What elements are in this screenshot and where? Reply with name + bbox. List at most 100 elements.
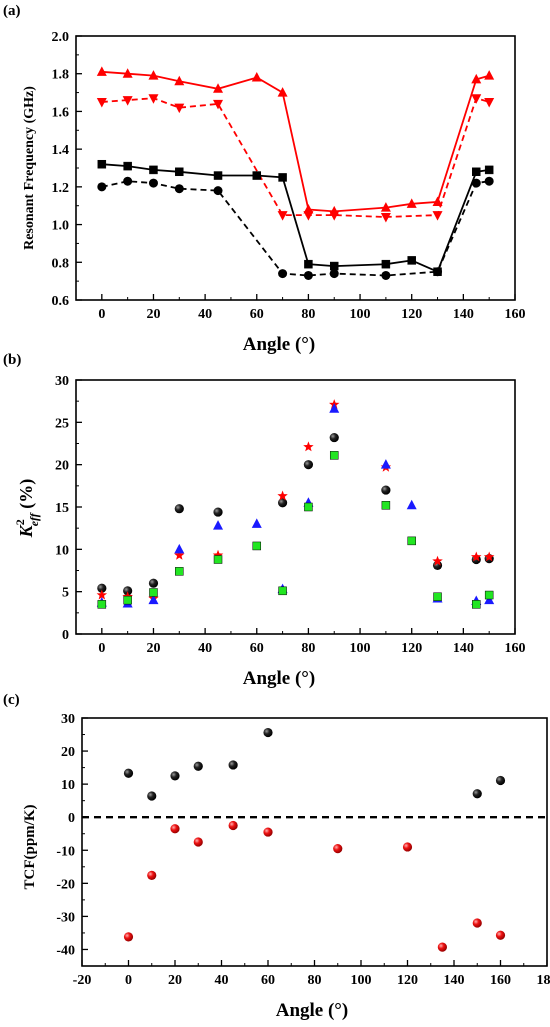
data-point <box>96 98 107 108</box>
x-tick-label: 120 <box>401 641 422 656</box>
data-point <box>278 269 288 279</box>
x-tick-label: 0 <box>98 307 105 322</box>
x-tick-label: -20 <box>73 973 92 988</box>
data-point <box>381 270 391 280</box>
data-point <box>174 549 185 560</box>
data-point <box>484 590 494 600</box>
data-point <box>329 451 339 460</box>
panel-b-xlabel: Angle (°) <box>243 668 316 689</box>
data-point <box>97 159 107 169</box>
data-point <box>123 595 132 605</box>
data-point <box>123 161 132 171</box>
x-tick-label: 120 <box>397 973 418 988</box>
data-point <box>472 167 481 177</box>
series-line <box>101 70 490 213</box>
panel-b-ylabel-rest: (%) <box>16 479 37 514</box>
y-tick-label: 0.6 <box>52 294 70 309</box>
data-point <box>432 211 443 221</box>
data-point <box>278 586 287 596</box>
plot-frame <box>75 379 516 635</box>
data-point <box>174 75 185 86</box>
data-point <box>277 498 288 508</box>
data-point <box>437 942 447 952</box>
data-point <box>303 203 314 214</box>
y-tick-label: 1.6 <box>52 105 70 120</box>
panel-a: (a) 0 20 40 60 80 100 120 140 160 0.6 0.8 1.0 1.2 1.4… <box>3 3 526 355</box>
data-point <box>484 70 495 80</box>
series-line <box>101 97 490 218</box>
data-point <box>213 99 224 110</box>
data-point <box>148 578 159 588</box>
y-tick-label: -20 <box>56 877 75 892</box>
data-point <box>252 171 262 180</box>
x-tick-label: 100 <box>350 307 371 322</box>
y-tick-label: -10 <box>56 844 75 859</box>
y-tick-label: 1.4 <box>52 143 70 158</box>
y-tick-label: 10 <box>61 778 75 793</box>
x-tick-label: 100 <box>351 973 372 988</box>
y-tick-label: 10 <box>55 543 69 558</box>
panel-a-plot: 0 20 40 60 80 100 120 140 160 0.6 0.8 1.0 1.2 1.4 1.6 1… <box>52 30 526 322</box>
data-point <box>406 499 417 510</box>
panel-c: (c) -20020406080100120140160180-40-30-20… <box>3 692 550 1021</box>
data-point <box>277 87 288 97</box>
data-point <box>228 820 238 831</box>
panel-b-ylabel-main: K <box>16 523 36 538</box>
data-point <box>123 768 134 778</box>
data-point <box>402 842 413 852</box>
data-point <box>174 184 184 194</box>
data-point <box>170 824 180 834</box>
series-1 <box>96 66 495 216</box>
data-point <box>148 594 159 605</box>
panel-a-xlabel: Angle (°) <box>243 334 316 355</box>
y-tick-label: 0.8 <box>52 256 70 271</box>
x-tick-label: 0 <box>125 973 132 988</box>
data-point <box>380 213 391 223</box>
y-tick-label: 1.0 <box>52 219 70 234</box>
x-tick-label: 20 <box>146 641 160 656</box>
x-tick-label: 60 <box>250 641 264 656</box>
data-point <box>174 543 185 554</box>
data-point <box>148 178 158 188</box>
x-tick-label: 160 <box>490 973 511 988</box>
data-point <box>484 594 495 605</box>
data-point <box>174 504 184 514</box>
panel-b-label: (b) <box>3 352 21 368</box>
data-point <box>433 592 442 601</box>
data-point <box>380 202 391 212</box>
x-tick-label: 140 <box>453 641 474 656</box>
data-point <box>406 198 417 208</box>
data-point <box>329 211 340 221</box>
data-point <box>432 555 443 566</box>
series-1 <box>97 432 494 596</box>
data-point <box>303 460 314 470</box>
plot-frame <box>81 717 548 967</box>
y-tick-label: -40 <box>56 943 75 958</box>
panel-b-plot: 0 20 40 60 80 100 120 140 160 0 5 10 15 20 25 30 <box>55 374 526 656</box>
data-point <box>277 211 288 221</box>
data-point <box>213 83 224 93</box>
data-point <box>471 94 482 104</box>
x-tick-label: 20 <box>168 973 182 988</box>
data-point <box>433 267 443 277</box>
data-point <box>472 600 481 609</box>
data-point <box>471 178 481 188</box>
y-tick-label: 30 <box>61 712 75 727</box>
data-point <box>495 775 506 786</box>
x-tick-label: 160 <box>505 641 526 656</box>
x-tick-label: 180 <box>537 973 550 988</box>
data-point <box>251 71 262 82</box>
data-point <box>96 66 107 76</box>
x-tick-label: 140 <box>453 307 474 322</box>
data-point <box>329 261 339 271</box>
data-point <box>407 536 416 546</box>
series-3 <box>97 159 494 276</box>
series-line <box>101 163 490 273</box>
data-point <box>483 551 495 562</box>
data-point <box>147 791 157 801</box>
x-tick-label: 40 <box>198 307 212 322</box>
x-tick-label: 80 <box>301 641 315 656</box>
data-point <box>97 182 107 192</box>
panel-a-label: (a) <box>3 3 21 19</box>
